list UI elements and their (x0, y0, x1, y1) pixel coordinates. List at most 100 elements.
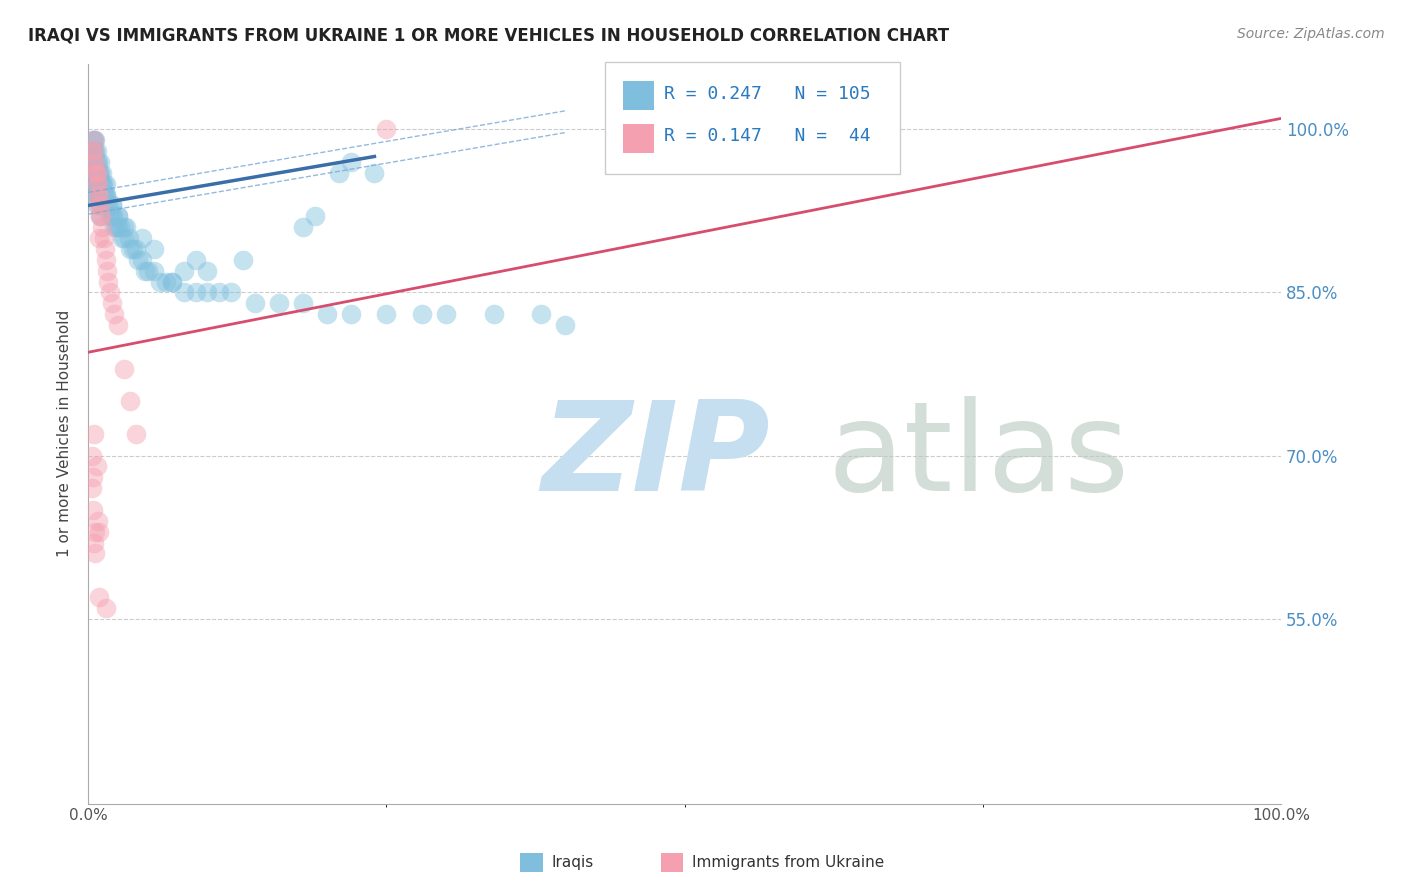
Point (107, 210, 129, 224)
Point (363, 166, 385, 180)
Point (87, 524, 110, 539)
Point (84, 144, 107, 158)
Point (101, 210, 124, 224)
Point (89, 155, 111, 169)
Point (118, 231, 141, 245)
Point (339, 155, 361, 169)
Point (155, 275, 177, 289)
Point (83, 177, 105, 191)
Point (83, 144, 105, 158)
Point (411, 307, 433, 321)
Point (80, 155, 103, 169)
Point (86, 177, 108, 191)
Point (131, 252, 153, 267)
Point (84, 166, 107, 180)
Point (134, 263, 156, 277)
Text: Immigrants from Ukraine: Immigrants from Ukraine (692, 855, 884, 870)
Point (82, 155, 104, 169)
Point (328, 166, 350, 180)
Point (197, 285, 219, 300)
Point (87, 590, 110, 604)
Point (101, 198, 124, 212)
Point (84, 166, 107, 180)
Text: atlas: atlas (828, 395, 1130, 516)
Text: Source: ZipAtlas.com: Source: ZipAtlas.com (1237, 27, 1385, 41)
Point (82, 177, 104, 191)
Point (87, 231, 110, 245)
Point (86, 187, 108, 202)
Point (110, 231, 132, 245)
Point (101, 296, 124, 310)
Point (86, 144, 108, 158)
Point (267, 296, 290, 310)
Point (87, 187, 110, 202)
Point (89, 187, 111, 202)
Point (97, 198, 120, 212)
Point (84, 546, 107, 560)
Point (101, 198, 124, 212)
Point (83, 144, 105, 158)
Point (80, 449, 103, 463)
Point (243, 296, 266, 310)
Point (80, 144, 103, 158)
Point (86, 166, 108, 180)
Point (115, 220, 138, 235)
Point (86, 155, 108, 169)
Point (103, 210, 125, 224)
Point (94, 187, 117, 202)
Point (103, 307, 125, 321)
Point (83, 187, 105, 202)
Point (291, 296, 314, 310)
Point (118, 242, 141, 256)
Point (107, 210, 129, 224)
Point (304, 210, 326, 224)
Point (80, 144, 103, 158)
Point (94, 600, 117, 615)
Point (118, 394, 141, 409)
Point (84, 177, 107, 191)
Point (110, 220, 132, 235)
Point (221, 285, 243, 300)
Point (86, 459, 108, 474)
Point (112, 361, 135, 376)
Point (94, 252, 117, 267)
Point (96, 198, 118, 212)
Point (125, 426, 148, 441)
Point (80, 166, 103, 180)
Point (97, 275, 120, 289)
Point (86, 177, 108, 191)
Point (82, 503, 104, 517)
Text: ZIP: ZIP (541, 395, 770, 516)
Point (91, 177, 114, 191)
Point (112, 231, 135, 245)
Point (93, 177, 115, 191)
Point (125, 242, 148, 256)
Point (86, 166, 108, 180)
Text: R = 0.147   N =  44: R = 0.147 N = 44 (664, 128, 870, 145)
Point (107, 318, 129, 332)
Point (87, 187, 110, 202)
Point (184, 252, 207, 267)
Point (173, 285, 195, 300)
Point (107, 220, 129, 235)
Point (482, 307, 505, 321)
Point (83, 535, 105, 549)
Point (530, 307, 553, 321)
Point (89, 166, 111, 180)
Point (86, 514, 108, 528)
Point (94, 242, 117, 256)
Point (83, 155, 105, 169)
Point (86, 177, 108, 191)
Point (86, 166, 108, 180)
Point (82, 133, 104, 147)
Point (98, 285, 121, 300)
Point (90, 210, 112, 224)
Point (82, 166, 104, 180)
Point (83, 166, 105, 180)
Point (434, 307, 457, 321)
Point (86, 187, 108, 202)
Point (375, 122, 398, 136)
Point (291, 220, 314, 235)
Point (315, 307, 337, 321)
Text: Iraqis: Iraqis (551, 855, 593, 870)
